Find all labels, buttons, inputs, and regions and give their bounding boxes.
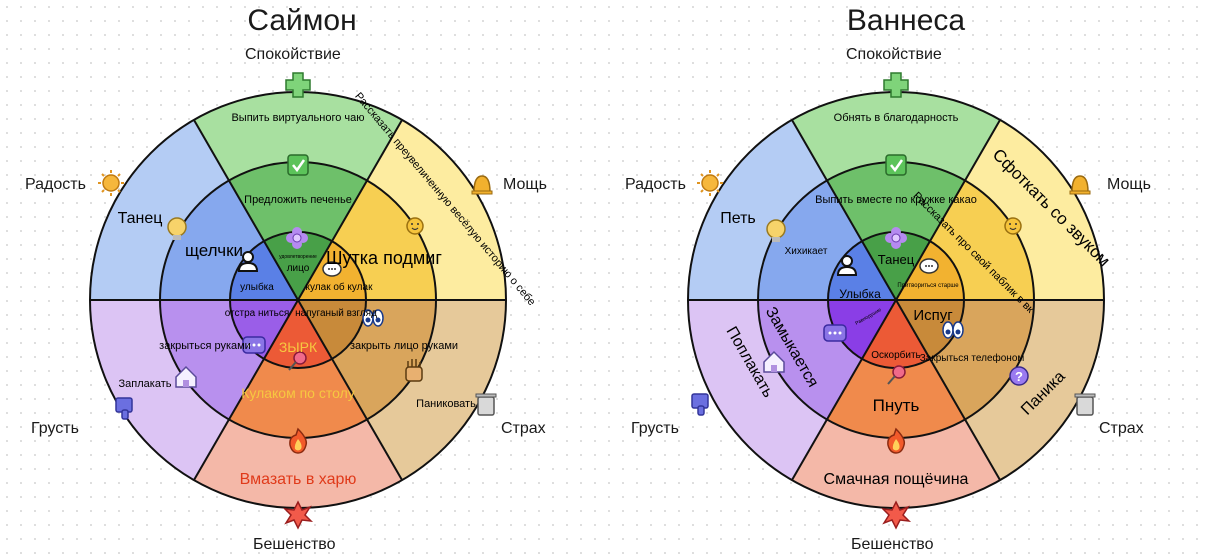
middle-rage-text: Кулаком по столу [241,385,355,401]
middle-sadness-text: закрыться руками [159,340,251,352]
emotion-wheel: Выпить виртуального чаю Танец Заплакать … [89,72,538,530]
sector-inner-rage[interactable] [264,300,332,369]
sun-icon [98,170,124,196]
label-fear: Страх [1099,420,1144,437]
explosion-icon [880,500,912,530]
fire-icon [887,427,906,454]
smiling-sun-icon [1004,217,1022,235]
thumbs-down-icon [691,393,709,416]
middle-joy-text: Хихикает [785,246,828,257]
svg-text:?: ? [1015,369,1023,384]
user-icon [237,251,259,272]
hand-icon [405,359,423,382]
outer-rage-text: Вмазать в харю [240,471,357,488]
middle-fear-text: закрыть лицо руками [350,340,458,352]
checkbox-icon [287,154,309,176]
explosion-icon [282,500,314,530]
house-icon [763,350,785,373]
trash-icon [1074,393,1096,416]
outer-rage-text: Смачная пощёчина [824,471,969,488]
pin-icon [887,365,906,385]
inner-joy-text: улыбка [240,281,274,293]
label-calm: Спокойствие [245,46,341,63]
bell-icon [471,175,493,195]
emotion-wheel: ? Обнять в благодарность Петь Поплакать … [687,72,1114,530]
outer-joy-text: Петь [720,210,756,227]
question-icon: ? [1009,366,1029,386]
inner-fear-text: напуганый взгляд [295,308,377,319]
label-rage: Бешенство [851,536,934,553]
label-fear: Страх [501,420,546,437]
inner-power-text: Притвориться старше [897,283,959,289]
label-rage: Бешенство [253,536,336,553]
sector-inner-rage[interactable] [862,300,930,369]
board-title: Ваннеса [846,4,966,37]
sun-icon [697,170,723,196]
thumbs-down-icon [115,397,133,420]
sector-middle-rage[interactable] [229,300,367,439]
label-power: Мощь [1107,176,1151,193]
middle-rage-text: Пнуть [873,396,920,415]
bulb-icon [766,219,786,242]
smiling-sun-icon [406,217,424,235]
label-power: Мощь [503,176,547,193]
user-icon [836,255,858,276]
inner-joy-text: Улыбка [839,287,881,301]
middle-calm-text: Выпить вместе по кружке какао [815,194,977,206]
bulb-icon [167,217,187,240]
middle-fear-text: Закрыться телефоном [920,352,1025,364]
board-title: Саймон [247,4,357,37]
board-vanessa: Ваннеса [604,0,1208,558]
outer-calm-text: Обнять в благодарность [834,112,959,124]
sector-inner-calm[interactable] [862,231,930,300]
plus-icon [285,72,311,98]
checkbox-icon [885,154,907,176]
plus-icon [883,72,909,98]
bell-icon [1069,175,1091,195]
trash-icon [475,393,497,416]
flower-icon [885,227,907,249]
speech-bubble-icon [919,258,939,274]
inner-calm-small-text: удовлетворение [279,254,317,260]
label-sadness: Грусть [31,420,79,437]
label-joy: Радость [625,176,686,193]
inner-sadness-text: отстра ниться [225,308,290,319]
middle-joy-text: щелчки [185,241,243,260]
flower-icon [286,227,308,249]
label-sadness: Грусть [631,420,679,437]
speech-bubble-icon [322,261,342,277]
outer-calm-text: Выпить виртуального чаю [231,112,364,124]
house-icon [175,365,197,388]
label-calm: Спокойствие [846,46,942,63]
inner-rage-text: Оскорбить [871,349,921,361]
outer-fear-text: Паниковать [416,398,476,410]
pin-icon [288,351,307,371]
chat-icon [242,336,266,354]
label-joy: Радость [25,176,86,193]
eyes-icon [362,309,384,327]
eyes-icon [942,321,964,339]
inner-fear-text: Испуг [913,307,953,324]
sector-inner-calm[interactable] [264,231,332,300]
board-simon: Саймон [25,4,547,553]
outer-sadness-text: Заплакать [119,378,172,390]
outer-joy-text: Танец [118,210,163,227]
inner-rage-text: ЗЫРК [279,339,318,355]
fire-icon [289,427,308,454]
inner-power-text: кулак об кулак [306,281,374,293]
inner-calm-text: Танец [878,252,915,267]
chat-icon [823,324,847,342]
middle-power-text: Шутка подмиг [326,248,442,268]
middle-calm-text: Предложить печенье [244,194,352,206]
inner-calm-text: лицо [287,263,310,274]
